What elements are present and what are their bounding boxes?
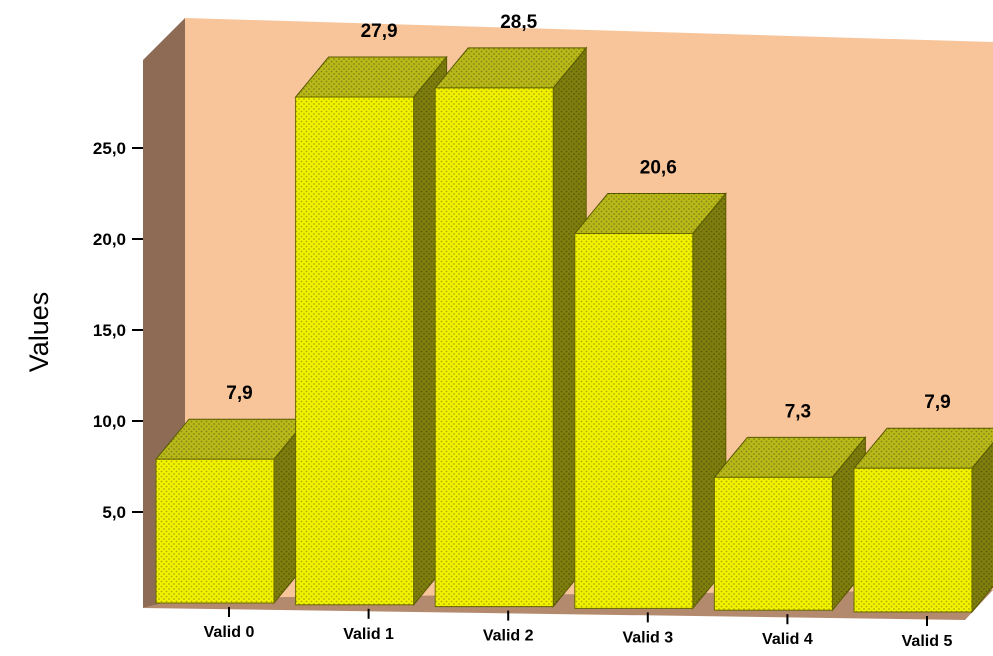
bar-front-texture (574, 233, 693, 609)
y-tick-label: 20,0 (93, 230, 126, 249)
bar-side-texture (972, 442, 993, 612)
bar-top-texture (714, 437, 866, 478)
bar (713, 435, 867, 612)
bar (852, 427, 993, 614)
bar-top-texture (574, 193, 726, 234)
bar (573, 192, 727, 610)
bar-value-label: 7,9 (226, 383, 252, 404)
y-tick-label: 15,0 (93, 321, 126, 340)
bar-front-texture (435, 87, 554, 607)
x-category-label: Valid 3 (622, 629, 673, 646)
bar (434, 46, 588, 608)
x-category-label: Valid 5 (902, 633, 953, 650)
bar-value-label: 20,6 (640, 157, 677, 178)
y-axis-title: Values (24, 292, 54, 373)
bar-value-label: 27,9 (361, 21, 398, 42)
bar-front-texture (295, 97, 414, 605)
x-axis-categories: Valid 0 Valid 1 Valid 2 Valid 3 Valid 4 Valid… (204, 607, 953, 650)
bars: 7,9 27,9 28,5 20,6 7,3 7,9 (154, 12, 993, 614)
y-tick-label: 10,0 (93, 412, 126, 431)
bar-value-label: 7,3 (785, 401, 811, 422)
y-tick-label: 5,0 (102, 503, 126, 522)
bar-top-texture (435, 47, 587, 88)
x-category-label: Valid 2 (483, 628, 534, 645)
bar-top-texture (295, 57, 447, 98)
bar-front-texture (854, 468, 972, 612)
bar-value-label: 7,9 (924, 392, 950, 413)
y-axis-ticks: 5,0 10,0 15,0 20,0 25,0 (93, 139, 143, 522)
bar-front-texture (714, 477, 833, 611)
x-category-label: Valid 1 (343, 626, 394, 643)
bar (294, 55, 448, 607)
bar-top-texture (854, 428, 993, 469)
x-category-label: Valid 4 (762, 631, 813, 648)
bar (154, 417, 309, 605)
bar-value-label: 28,5 (500, 12, 537, 33)
x-category-label: Valid 0 (204, 624, 255, 641)
bar-top-texture (156, 419, 307, 460)
y-tick-label: 25,0 (93, 139, 126, 158)
bar-front-texture (156, 459, 274, 603)
